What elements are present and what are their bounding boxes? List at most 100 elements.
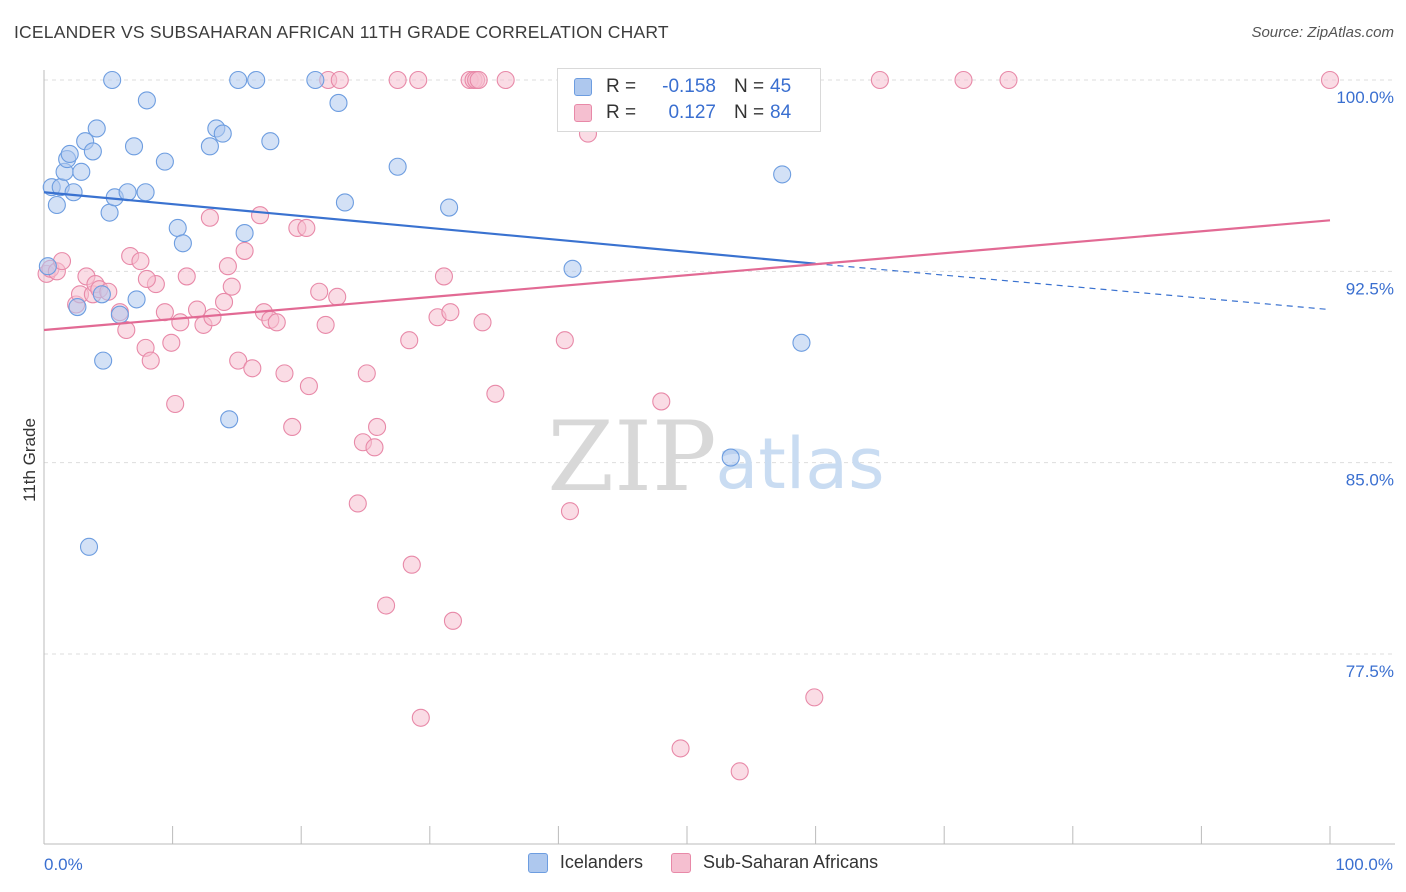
data-point-sub-saharan bbox=[357, 364, 376, 383]
data-point-icelanders bbox=[247, 70, 266, 90]
data-point-sub-saharan bbox=[365, 438, 384, 457]
data-point-icelanders bbox=[261, 132, 280, 151]
data-point-icelanders bbox=[721, 448, 740, 467]
data-point-icelanders bbox=[137, 91, 156, 110]
legend-item-icelanders[interactable]: Icelanders bbox=[527, 852, 643, 873]
legend-swatch-blue bbox=[527, 852, 548, 873]
data-point-icelanders bbox=[136, 183, 155, 202]
data-point-icelanders bbox=[200, 137, 219, 156]
data-point-icelanders bbox=[100, 203, 119, 222]
data-point-sub-saharan bbox=[473, 313, 492, 332]
data-point-icelanders bbox=[60, 144, 79, 164]
data-point-sub-saharan bbox=[954, 70, 973, 90]
data-point-sub-saharan bbox=[411, 708, 430, 727]
legend-n-label: N = bbox=[734, 102, 765, 123]
data-point-icelanders bbox=[220, 410, 239, 429]
data-point-icelanders bbox=[229, 70, 248, 90]
data-point-sub-saharan bbox=[166, 394, 185, 414]
trend-lines bbox=[43, 191, 1331, 332]
legend-row-icelanders: R = -0.158 N = 45 bbox=[574, 74, 791, 100]
data-point-icelanders bbox=[773, 165, 792, 184]
data-point-icelanders bbox=[110, 305, 129, 324]
data-point-sub-saharan bbox=[469, 70, 488, 90]
data-point-sub-saharan bbox=[328, 287, 347, 306]
data-point-sub-saharan bbox=[870, 70, 889, 90]
data-point-sub-saharan bbox=[402, 555, 421, 574]
data-point-sub-saharan bbox=[671, 739, 690, 758]
data-point-icelanders bbox=[792, 333, 811, 352]
data-point-sub-saharan bbox=[203, 308, 222, 327]
data-point-icelanders bbox=[173, 234, 192, 253]
data-point-sub-saharan bbox=[267, 313, 286, 332]
data-point-icelanders bbox=[72, 162, 91, 181]
data-point-icelanders bbox=[155, 152, 174, 171]
source-label: Source: ZipAtlas.com bbox=[1251, 24, 1394, 41]
y-tick-label: 77.5% bbox=[1346, 662, 1394, 681]
data-point-sub-saharan bbox=[377, 596, 396, 615]
data-point-sub-saharan bbox=[222, 277, 241, 296]
data-point-sub-saharan bbox=[214, 292, 234, 311]
y-tick-label: 100.0% bbox=[1336, 88, 1394, 107]
data-point-sub-saharan bbox=[388, 70, 407, 90]
data-point-icelanders bbox=[92, 285, 111, 304]
data-point-sub-saharan bbox=[141, 351, 160, 370]
data-point-sub-saharan bbox=[441, 303, 460, 322]
data-point-icelanders bbox=[83, 142, 102, 161]
trend-line-icelanders bbox=[43, 191, 816, 265]
y-axis-label: 11th Grade bbox=[20, 418, 39, 502]
legend-r-value: 0.127 bbox=[668, 102, 716, 123]
data-point-sub-saharan bbox=[348, 494, 367, 513]
x-tick-label: 0.0% bbox=[44, 855, 83, 874]
data-point-sub-saharan bbox=[652, 392, 671, 411]
legend-r-label: R = bbox=[606, 102, 637, 123]
data-point-sub-saharan bbox=[137, 269, 156, 289]
data-point-sub-saharan bbox=[235, 241, 254, 260]
data-point-icelanders bbox=[329, 93, 348, 113]
data-point-sub-saharan bbox=[443, 611, 462, 630]
legend-n-value: 84 bbox=[770, 102, 792, 123]
data-point-icelanders bbox=[38, 257, 57, 276]
data-point-sub-saharan bbox=[730, 762, 749, 781]
data-point-icelanders bbox=[94, 351, 113, 370]
watermark-atlas: atlas bbox=[715, 423, 884, 505]
y-tick-label: 85.0% bbox=[1346, 471, 1394, 490]
legend-label: Icelanders bbox=[559, 852, 643, 872]
data-point-icelanders bbox=[68, 297, 87, 317]
data-point-sub-saharan bbox=[218, 257, 237, 276]
watermark: ZIP atlas bbox=[547, 401, 884, 513]
data-point-icelanders bbox=[335, 193, 354, 212]
legend-n-label: N = bbox=[734, 76, 765, 97]
legend-item-sub-saharan-africans[interactable]: Sub-Saharan Africans bbox=[670, 852, 878, 873]
data-point-icelanders bbox=[87, 119, 106, 138]
series-icelanders bbox=[38, 70, 811, 556]
data-point-icelanders bbox=[79, 537, 99, 556]
data-point-icelanders bbox=[563, 259, 582, 278]
watermark-zip: ZIP bbox=[547, 401, 716, 513]
data-point-icelanders bbox=[440, 198, 459, 217]
axes bbox=[43, 70, 1395, 845]
legend-row-sub-saharan: R = 0.127 N = 84 bbox=[574, 100, 791, 126]
data-point-sub-saharan bbox=[275, 364, 294, 383]
data-point-sub-saharan bbox=[368, 417, 387, 437]
data-point-icelanders bbox=[306, 70, 325, 90]
data-point-sub-saharan bbox=[117, 320, 136, 340]
data-point-sub-saharan bbox=[299, 377, 318, 396]
trend-line-icelanders-extension bbox=[815, 263, 1331, 311]
legend-n-value: 45 bbox=[770, 76, 792, 97]
data-point-sub-saharan bbox=[200, 208, 219, 227]
data-point-icelanders bbox=[127, 290, 146, 309]
correlation-legend: R = -0.158 N = 45 R = 0.127 N = 84 bbox=[557, 68, 821, 132]
data-point-icelanders bbox=[103, 70, 122, 90]
data-point-icelanders bbox=[124, 137, 144, 156]
data-point-sub-saharan bbox=[310, 282, 329, 301]
trend-line-sub-saharan bbox=[43, 219, 1331, 332]
data-point-sub-saharan bbox=[297, 218, 316, 238]
legend-swatch-pink bbox=[670, 852, 691, 873]
data-point-sub-saharan bbox=[283, 417, 302, 437]
data-point-sub-saharan bbox=[560, 502, 580, 521]
data-point-sub-saharan bbox=[409, 70, 428, 90]
y-tick-label: 92.5% bbox=[1346, 279, 1394, 298]
data-point-icelanders bbox=[388, 157, 407, 176]
data-point-sub-saharan bbox=[555, 331, 574, 350]
